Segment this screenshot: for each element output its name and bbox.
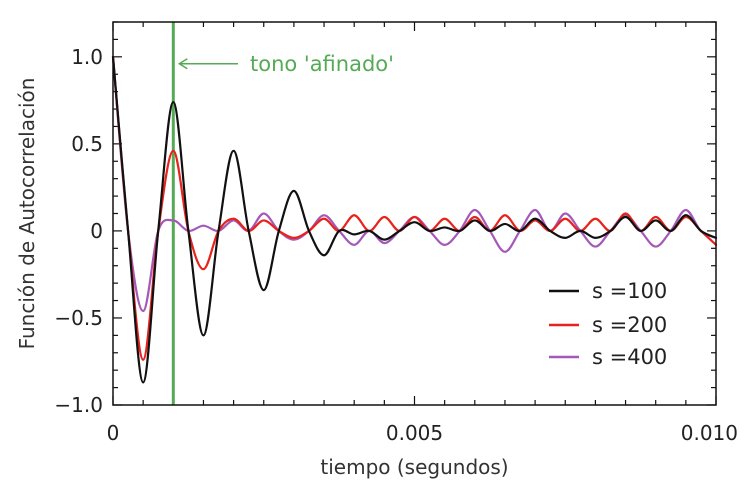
lines-layer [111,55,718,384]
y-tick-label: 0 [90,219,103,243]
y-tick-label: −1.0 [54,393,103,417]
plot-frame [112,21,717,406]
annotation-arrowhead [177,58,188,70]
series-line-3 [111,55,718,313]
legend-label: s =400 [592,345,667,369]
y-tick-label: −0.5 [54,306,103,330]
series-line-1 [111,55,718,384]
ticks-layer: 1.00.50−0.5−1.00 0.005 0.010 [54,21,738,445]
legend-label: s =200 [592,313,667,337]
x-axis-label: tiempo (segundos) [320,455,508,479]
legend: s =100 s =200 s =400 [549,279,667,369]
y-axis-label: Función de Autocorrelación [15,78,39,350]
x-tick-label: 0.005 [386,421,443,445]
y-tick-label: 1.0 [71,45,103,69]
y-tick-label: 0.5 [71,132,103,156]
legend-label: s =100 [592,279,667,303]
annotation-layer: tono 'afinado' [171,22,394,405]
x-tick-label: 0 [107,421,120,445]
annotation-label: tono 'afinado' [250,52,394,76]
x-tick-label: 0.010 [681,421,738,445]
